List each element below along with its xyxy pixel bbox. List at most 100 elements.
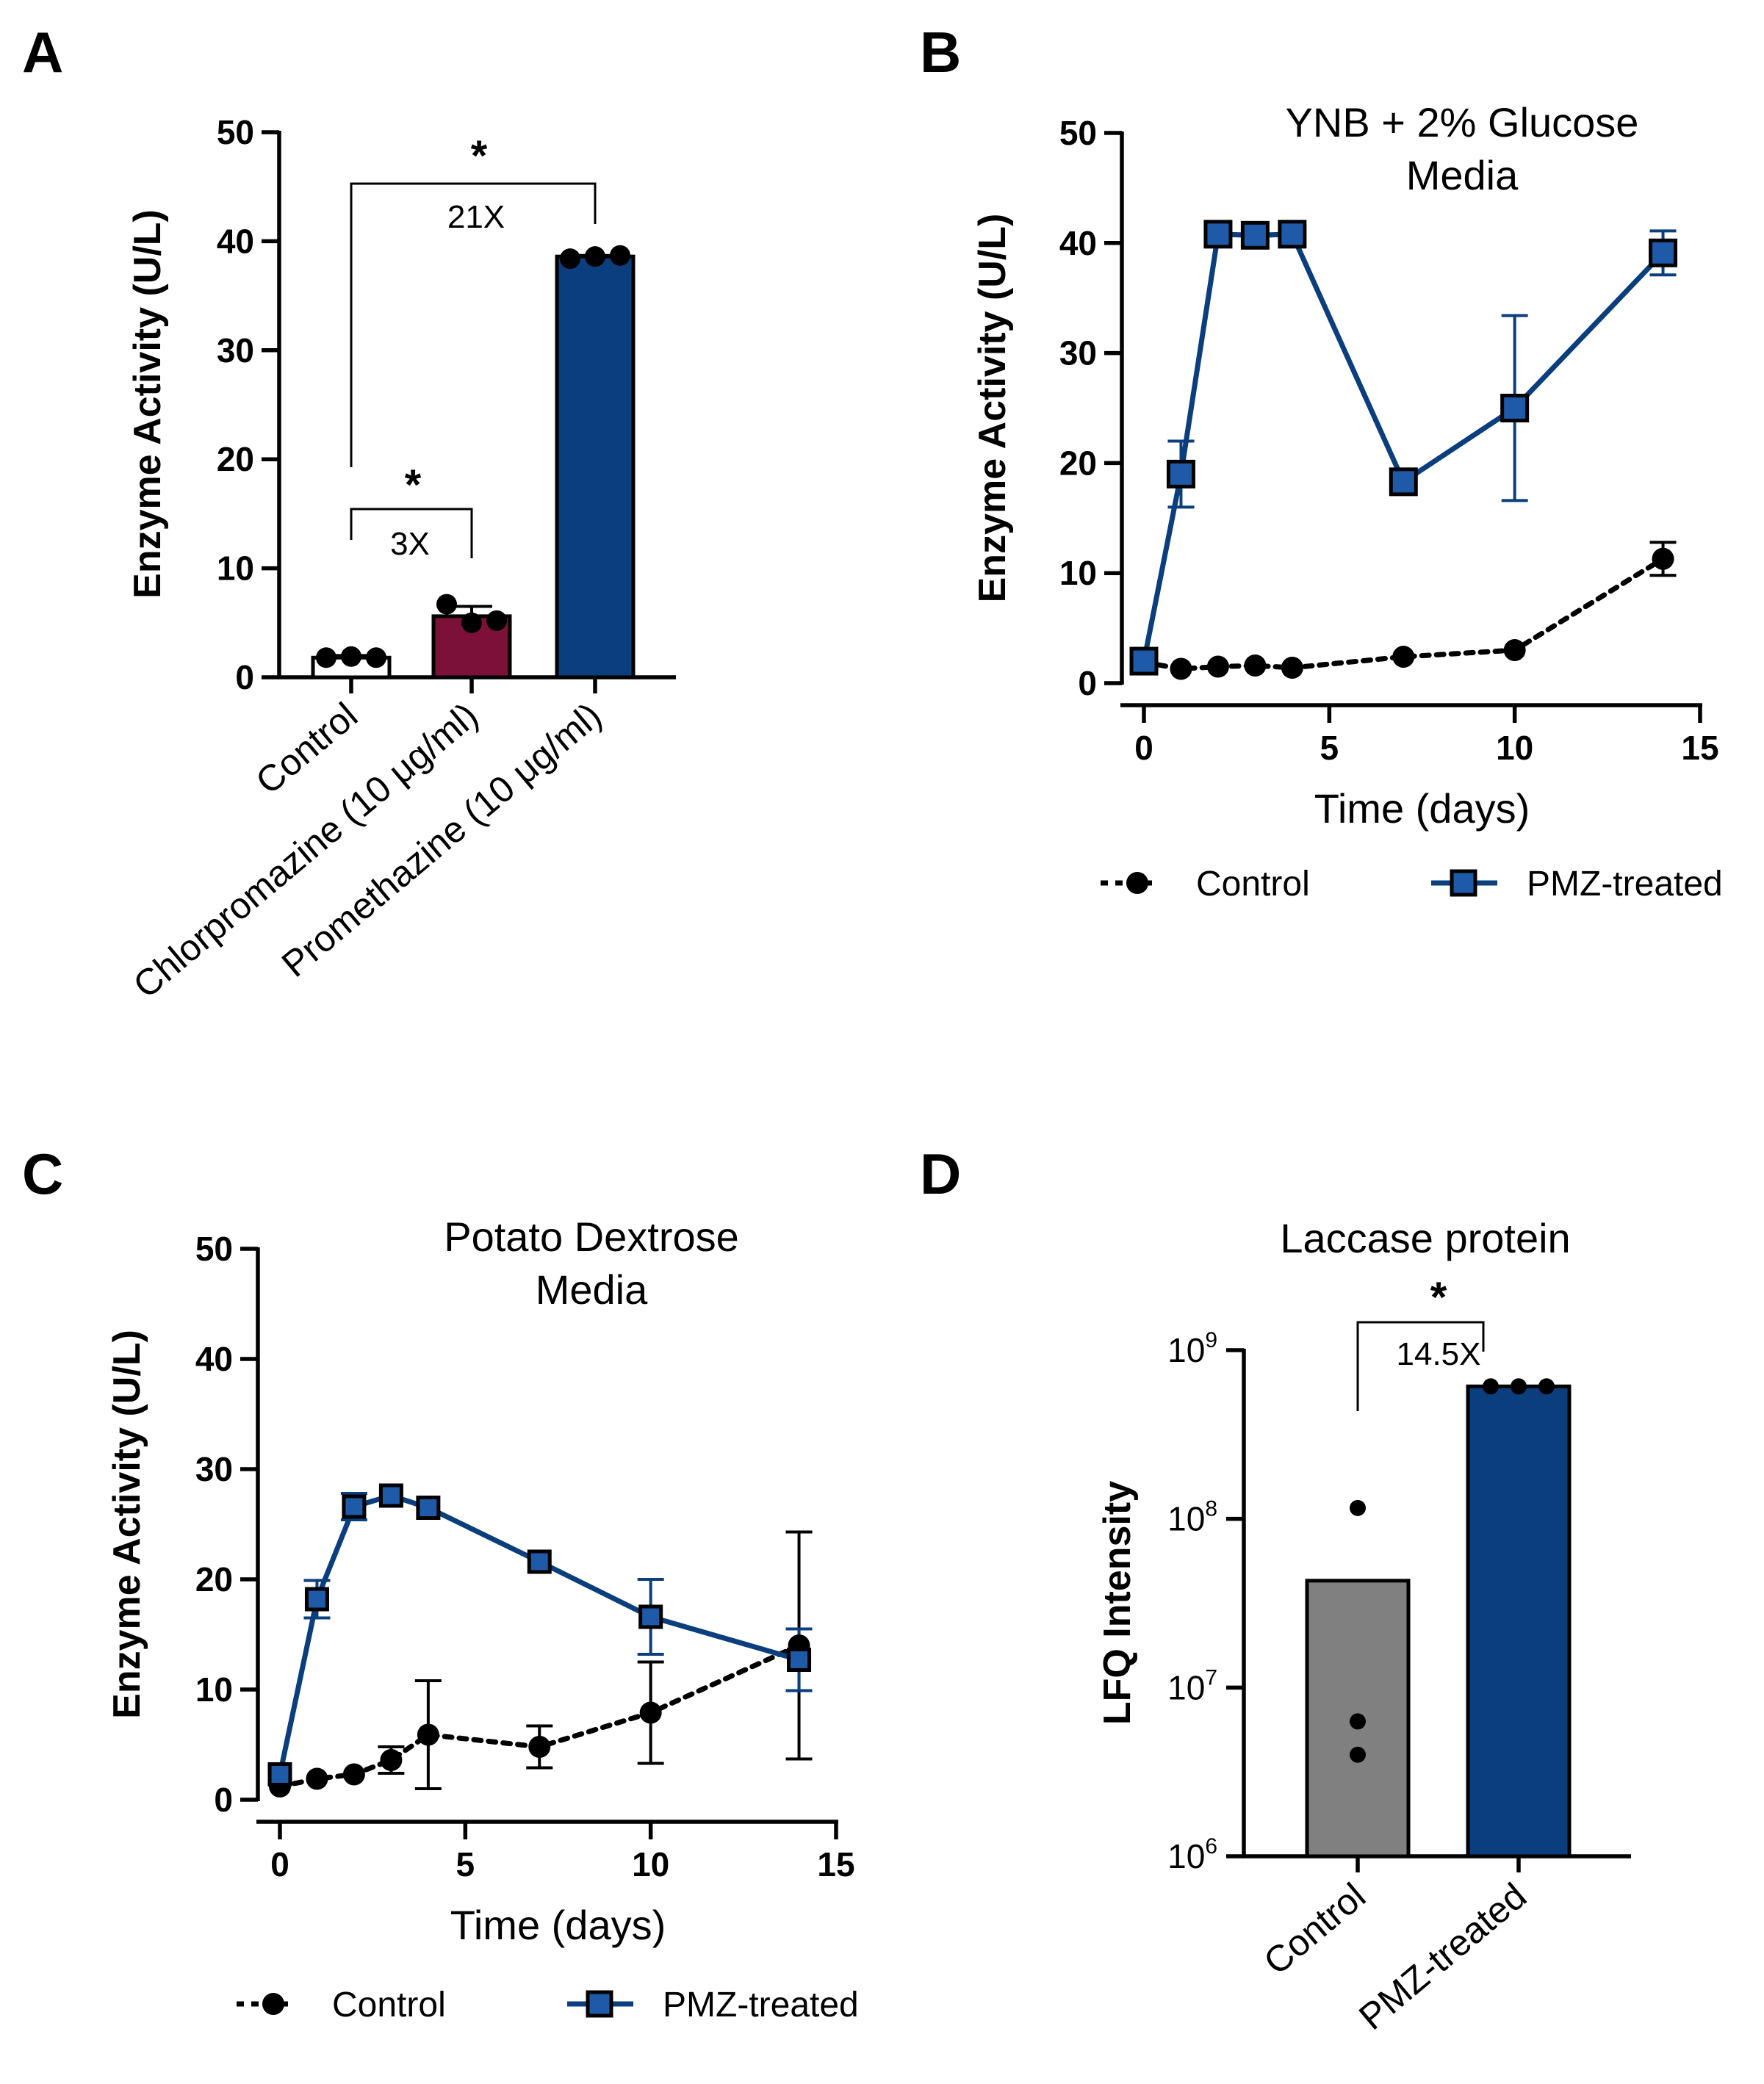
panel-b-y-tick-label: 30 — [1059, 334, 1097, 372]
panel-b-x-tick-label: 5 — [1320, 729, 1339, 767]
panel-d-bracket — [1356, 1321, 1485, 1411]
panel-b-pmz-point — [1649, 238, 1678, 267]
panel-b-y-tick-label: 0 — [1078, 664, 1097, 702]
panel-letter-a: A — [22, 20, 63, 84]
panel-d-category-label: Control — [1256, 1875, 1373, 1983]
panel-c-pmz-point — [527, 1549, 552, 1574]
panel-c-y-tick-label: 10 — [195, 1670, 233, 1709]
panel-c-pmz-point — [416, 1496, 441, 1520]
panel-a-fold-label: 21X — [447, 199, 505, 235]
panel-d-data-point — [1350, 1746, 1366, 1763]
panel-b-x-axis-label: Time (days) — [1314, 785, 1530, 832]
panel-c-pmz-point — [378, 1483, 403, 1508]
panel-b-control-point — [1206, 655, 1229, 678]
panel-c-pmz-point — [267, 1762, 292, 1786]
panel-c-control-point — [306, 1767, 328, 1790]
panel-c-y-tick-label: 0 — [214, 1781, 233, 1819]
panel-d-y-tick-label: 109 — [1167, 1328, 1217, 1369]
panel-c-control-point — [639, 1701, 662, 1724]
panel-a-significance-star: * — [405, 461, 422, 509]
panel-c-pmz-point — [342, 1494, 367, 1519]
panel-a-category-label: Control — [248, 695, 365, 803]
panel-letter-c: C — [22, 1142, 63, 1206]
panel-d-title: Laccase protein — [1280, 1215, 1570, 1261]
panel-c-legend-pmz-label: PMZ-treated — [663, 1986, 859, 2024]
panel-b-title-line-1: YNB + 2% Glucose — [1286, 99, 1639, 145]
panel-a-data-point — [486, 610, 507, 631]
panel-a-fold-label: 3X — [390, 526, 430, 562]
panel-a-y-tick-label: 50 — [217, 113, 254, 151]
panel-c-legend-control-label: Control — [332, 1986, 446, 2024]
panel-b-pmz-point — [1278, 220, 1307, 249]
panel-d-data-point — [1350, 1499, 1366, 1516]
panel-a-y-tick-label: 10 — [217, 549, 254, 588]
panel-c-y-tick-label: 20 — [195, 1560, 233, 1598]
panel-b-title-line-2: Media — [1406, 152, 1519, 198]
panel-c-y-tick-label: 50 — [195, 1230, 233, 1268]
panel-b-control-point — [1170, 657, 1192, 680]
panel-a-data-point — [341, 646, 361, 667]
panel-b-pmz-point — [1129, 646, 1159, 676]
panel-b-x-tick-label: 15 — [1681, 729, 1718, 767]
panel-c-control-point — [380, 1749, 403, 1771]
panel-b-legend-control-marker — [1126, 872, 1148, 894]
panel-a-data-point — [461, 612, 482, 633]
panel-c-x-axis-label: Time (days) — [450, 1902, 666, 1948]
panel-c-y-tick-label: 30 — [195, 1450, 233, 1488]
panel-a-data-point — [436, 594, 457, 615]
panel-c-title-line-1: Potato Dextrose — [444, 1214, 739, 1260]
panel-c-y-axis-label: Enzyme Activity (U/L) — [106, 1330, 148, 1719]
panel-b-legend-control-label: Control — [1196, 865, 1310, 904]
panel-d-y-axis-label: LFQ Intensity — [1096, 1481, 1139, 1725]
panel-b-y-tick-label: 50 — [1059, 114, 1097, 152]
panel-d-significance-star: * — [1430, 1274, 1447, 1322]
panel-b-y-tick-label: 10 — [1059, 554, 1097, 592]
panel-b-control-point — [1392, 646, 1415, 668]
panel-d-bar — [1466, 1384, 1572, 1858]
panel-b-pmz-point — [1389, 467, 1418, 497]
panel-b-y-tick-label: 40 — [1059, 224, 1097, 262]
panel-c-control-point — [342, 1763, 365, 1786]
panel-a-significance-star: * — [471, 132, 488, 180]
panel-b-pmz-point — [1166, 459, 1195, 488]
panel-a-data-point — [610, 245, 630, 266]
panel-a-y-tick-label: 20 — [217, 440, 254, 478]
panel-a-y-tick-label: 40 — [217, 222, 254, 260]
panel-c-pmz-line — [277, 1493, 800, 1775]
panel-b-control-point — [1652, 547, 1674, 570]
panel-d-y-tick-label: 108 — [1167, 1497, 1217, 1538]
panel-c-legend-control-marker — [262, 1993, 284, 2015]
panel-b-control-point — [1281, 657, 1303, 679]
panel-b-x-tick-label: 10 — [1496, 729, 1533, 767]
panel-d-data-point — [1350, 1713, 1366, 1730]
panel-d-data-point — [1483, 1378, 1499, 1395]
panel-b-pmz-point — [1203, 220, 1233, 249]
panel-a-bracket-small — [350, 508, 473, 558]
panel-a-y-tick-label: 30 — [217, 331, 254, 369]
panel-d-data-point — [1538, 1378, 1555, 1395]
panel-a-data-point — [316, 647, 336, 668]
panel-c-legend-pmz-marker — [586, 1990, 613, 2018]
panel-b-x-tick-label: 0 — [1134, 729, 1153, 767]
panel-b-pmz-point — [1240, 220, 1270, 250]
panel-d-y-tick-label: 107 — [1167, 1665, 1217, 1706]
panel-c-pmz-point — [304, 1587, 329, 1612]
panel-b-control-point — [1503, 639, 1526, 662]
panel-c-pmz-point — [638, 1604, 663, 1629]
panel-letter-b: B — [920, 20, 961, 84]
panel-d-y-tick-label: 106 — [1167, 1834, 1217, 1875]
panel-c-x-tick-label: 10 — [632, 1845, 669, 1883]
panel-d-category-label: PMZ-treated — [1351, 1875, 1534, 2038]
panel-d-data-point — [1511, 1378, 1527, 1395]
panel-c-control-point — [417, 1723, 439, 1746]
panel-a-y-axis-label: Enzyme Activity (U/L) — [126, 209, 169, 599]
panel-c-x-tick-label: 5 — [456, 1845, 475, 1883]
panel-a-data-point — [585, 246, 605, 267]
panel-a-y-tick-label: 0 — [235, 658, 254, 696]
panel-b-y-tick-label: 20 — [1059, 444, 1097, 482]
panel-c-x-tick-label: 15 — [817, 1845, 854, 1883]
panel-a-data-point — [366, 647, 386, 668]
